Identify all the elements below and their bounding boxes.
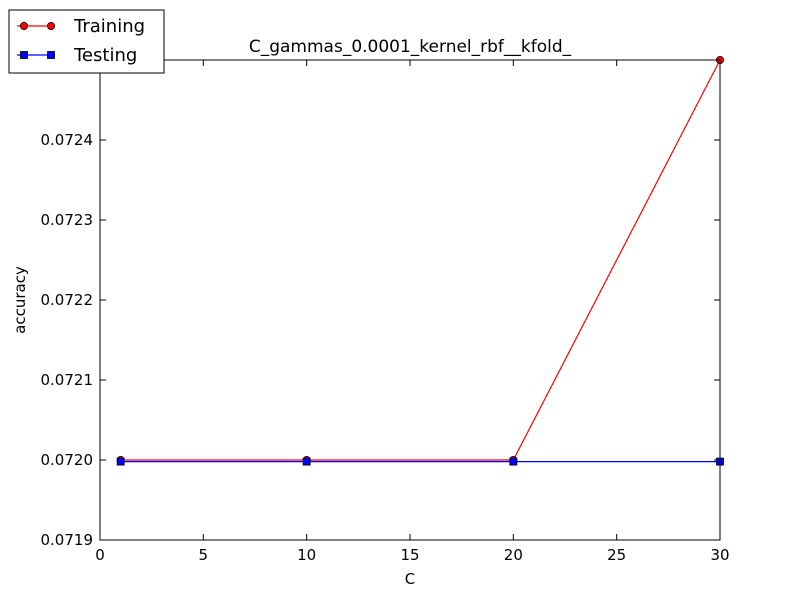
axis-ticks: 0 5 10 15 20 25 30 0.0719 0.0720 0.0721 0.0722 0.07… — [41, 60, 730, 564]
legend-testing-marker — [20, 51, 28, 59]
legend-testing-label: Testing — [73, 45, 137, 66]
legend-box — [8, 9, 165, 74]
x-tick-label: 0 — [95, 546, 105, 564]
y-tick-label: 0.0719 — [41, 531, 94, 549]
testing-point — [116, 457, 125, 466]
plot-frame — [99, 59, 721, 541]
legend-training-marker — [19, 21, 28, 30]
testing-point — [302, 457, 311, 466]
legend-training-marker — [47, 21, 56, 30]
testing-point — [509, 457, 518, 466]
x-tick-label: 10 — [297, 546, 316, 564]
legend-testing-marker — [47, 51, 55, 59]
x-tick-label: 15 — [400, 546, 419, 564]
y-tick-label: 0.0720 — [41, 451, 94, 469]
x-axis-label: C — [405, 570, 415, 588]
y-tick-label: 0.0723 — [41, 211, 94, 229]
x-tick-label: 30 — [710, 546, 729, 564]
legend-training-label: Training — [73, 16, 145, 37]
chart-title: C_gammas_0.0001_kernel_rbf__kfold_ — [249, 37, 572, 57]
y-axis-label: accuracy — [11, 266, 29, 334]
y-tick-label: 0.0722 — [41, 291, 94, 309]
x-tick-label: 25 — [607, 546, 626, 564]
legend: Training Testing — [8, 9, 165, 74]
x-tick-label: 5 — [199, 546, 209, 564]
x-tick-label: 20 — [504, 546, 523, 564]
training-line — [120, 59, 721, 461]
series-lines — [120, 59, 721, 463]
y-tick-label: 0.0724 — [41, 131, 94, 149]
plot-area — [100, 60, 720, 540]
y-tick-label: 0.0721 — [41, 371, 94, 389]
